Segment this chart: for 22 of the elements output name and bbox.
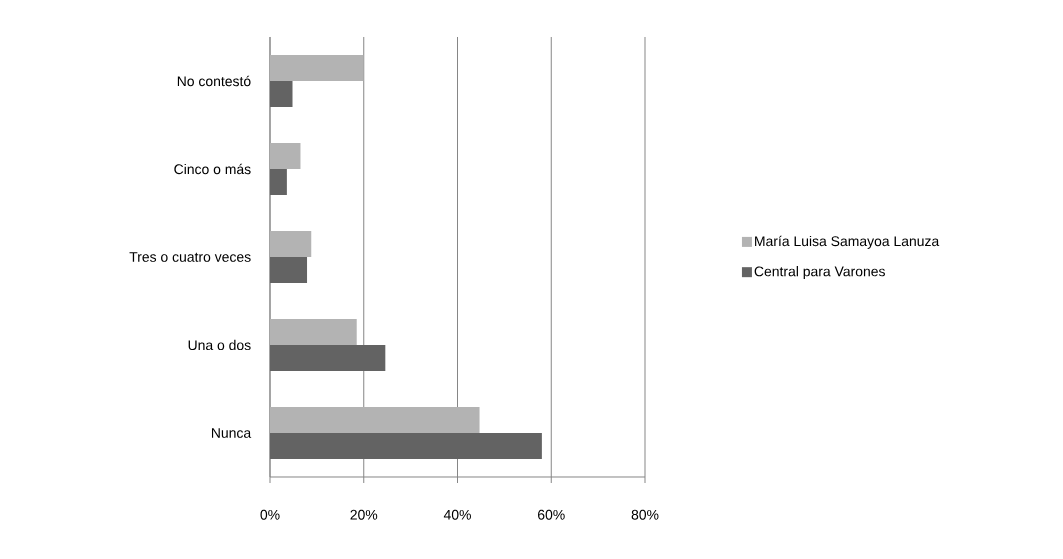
bar [270,55,364,81]
bar [270,81,293,107]
x-tick-label: 20% [350,509,378,520]
bar [270,256,308,283]
bar [270,168,287,195]
x-tick-label: 80% [631,509,659,520]
x-tick-label: 0% [260,509,280,520]
legend-label: María Luisa Samayoa Lanuza [755,235,940,249]
bar [270,142,301,169]
bar [270,230,312,257]
y-tick-label: No contestó [177,75,251,87]
bar [270,406,480,433]
y-tick-label: Tres o cuatro veces [129,252,251,262]
bar [270,318,357,345]
y-tick-label: Cinco o más [174,163,251,175]
bar [270,344,386,371]
y-tick-label: Una o dos [188,339,251,351]
y-tick-label: Nunca [211,428,252,438]
legend-label: Central para Varones [754,266,885,280]
x-tick-label: 60% [538,509,565,520]
x-tick-label: 40% [443,509,471,520]
bar [270,432,542,459]
